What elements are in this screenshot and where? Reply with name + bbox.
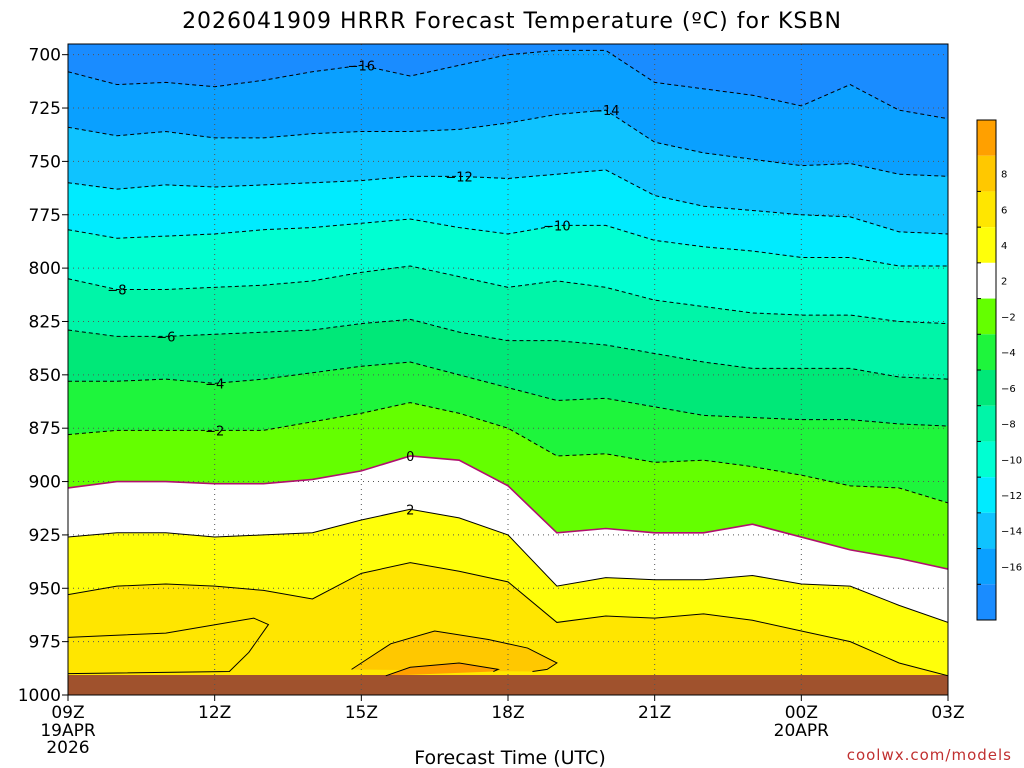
colorbar-label-8: 8 [1001,170,1007,181]
credit-text: coolwx.com/models [847,746,1012,764]
colorbar-swatch-8 [977,298,996,335]
contour-label--6: −6 [156,330,175,345]
x-axis-label: Forecast Time (UTC) [414,747,605,768]
x-tick-sublabel-2026: 2026 [46,738,89,758]
y-tick-label-950: 950 [29,579,61,599]
y-tick-label-975: 975 [29,633,61,653]
closed-contour-8 [385,662,500,677]
contour-label--16: −16 [348,59,375,74]
contour-line--12 [68,169,948,235]
colorbar-label--16: −16 [1001,562,1022,573]
closed-fill-8 [385,662,499,676]
contour-line--8 [68,265,948,325]
colorbar-swatch-0 [977,584,996,620]
svg-text:−10: −10 [543,219,570,234]
y-tick-label-900: 900 [29,473,61,493]
colorbar-label--2: −2 [1001,312,1016,323]
colorbar-label--8: −8 [1001,420,1016,431]
colorbar-swatch-4 [977,441,996,478]
colorbar-swatch-1 [977,548,996,585]
y-tick-label-1000: 1000 [18,686,61,706]
y-tick-label-725: 725 [29,99,61,119]
x-tick-sublabel-19APR: 19APR [40,721,96,741]
contour-line--16 [68,49,948,120]
svg-text:2: 2 [406,503,414,518]
colorbar-swatch-9 [977,262,996,299]
y-tick-label-850: 850 [29,366,61,386]
chart-title: 2026041909 HRRR Forecast Temperature (ºC… [182,9,842,34]
svg-text:−4: −4 [205,377,224,392]
colorbar-label-2: 2 [1001,277,1007,288]
closed-fill-6 [351,630,557,672]
svg-text:−6: −6 [156,330,175,345]
svg-text:−14: −14 [592,104,619,119]
x-tick-label-09Z: 09Z [51,703,84,723]
x-tick-sublabel-20APR: 20APR [774,721,830,741]
contour-label-0: 0 [406,450,414,465]
svg-text:0: 0 [406,450,414,465]
colorbar-swatch-12 [977,155,996,192]
contour-line--10 [68,218,948,267]
colorbar-label--10: −10 [1001,455,1022,466]
y-tick-label-750: 750 [29,152,61,172]
svg-text:−16: −16 [348,59,375,74]
svg-text:−12: −12 [445,170,472,185]
colorbar-swatch-11 [977,191,996,228]
closed-contour-6 [351,630,558,673]
contour-line-2 [68,508,948,623]
y-tick-label-700: 700 [29,46,61,66]
colorbar-swatch-2 [977,512,996,549]
colorbar-label--12: −12 [1001,491,1022,502]
colorbar-label--4: −4 [1001,348,1016,359]
closed-fill-4 [68,618,269,674]
colorbar-label--6: −6 [1001,384,1016,395]
colorbar: 8 6 4 2 −2 −4 −6 −8 −10 −12 −14 −16 [976,119,1022,621]
y-tick-label-925: 925 [29,526,61,546]
x-tick-label-03Z: 03Z [931,703,964,723]
closed-contour-4 [68,617,270,675]
colorbar-swatch-3 [977,477,996,513]
colorbar-label-4: 4 [1001,241,1007,252]
contour-line--14 [68,109,948,177]
x-tick-label-18Z: 18Z [491,703,524,723]
colorbar-swatch-7 [977,334,996,370]
band-fill-below-4 [68,562,948,695]
x-tick-label-15Z: 15Z [345,703,378,723]
colorbar-label-6: 6 [1001,205,1007,216]
contour-line-4 [68,562,948,677]
contour-label--14: −14 [592,104,619,119]
colorbar-swatch-10 [977,227,996,263]
colorbar-swatch-6 [977,370,996,406]
y-tick-label-775: 775 [29,206,61,226]
contour-line--4 [68,361,948,427]
contour-line--6 [68,318,948,380]
colorbar-swatch-13 [977,120,996,156]
x-tick-label-12Z: 12Z [198,703,231,723]
y-tick-label-825: 825 [29,312,61,332]
colorbar-label--14: −14 [1001,527,1022,538]
contour-label--8: −8 [107,283,126,298]
y-tick-label-875: 875 [29,419,61,439]
x-tick-label-21Z: 21Z [638,703,671,723]
svg-text:−2: −2 [205,424,224,439]
contour-label--10: −10 [543,219,570,234]
contour-line-0 [68,455,948,570]
svg-text:−8: −8 [107,283,126,298]
colorbar-swatch-5 [977,405,996,442]
contour-label-2: 2 [406,503,414,518]
contour-label--2: −2 [205,424,224,439]
contour-label--4: −4 [205,377,224,392]
y-tick-label-800: 800 [29,259,61,279]
contour-label--12: −12 [445,170,472,185]
x-tick-label-00Z: 00Z [785,703,818,723]
